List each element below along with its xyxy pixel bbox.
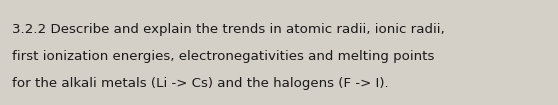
Text: first ionization energies, electronegativities and melting points: first ionization energies, electronegati… [12, 50, 434, 63]
Text: for the alkali metals (Li -> Cs) and the halogens (F -> I).: for the alkali metals (Li -> Cs) and the… [12, 77, 389, 90]
Text: 3.2.2 Describe and explain the trends in atomic radii, ionic radii,: 3.2.2 Describe and explain the trends in… [12, 23, 445, 36]
